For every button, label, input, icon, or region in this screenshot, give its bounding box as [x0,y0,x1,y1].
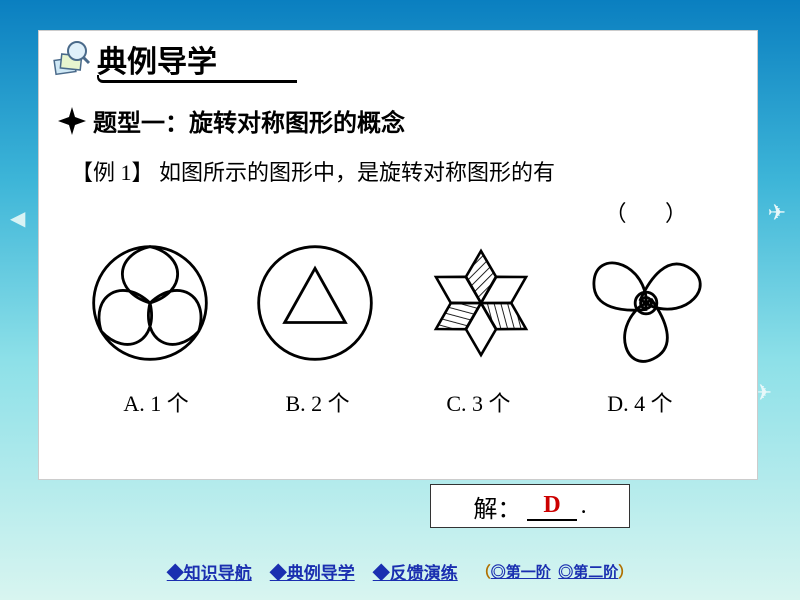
header-row: 典例导学 [39,31,757,81]
stage-group: （◎第一阶 ◎第二阶） [476,561,634,582]
bottom-nav: ◆知识导航 ◆典例导学 ◆反馈演练 （◎第一阶 ◎第二阶） [0,559,800,584]
answer-box: 解： D . [430,484,630,528]
arrow-deco: ◀ [10,206,25,231]
magnifier-books-icon [49,37,93,81]
figure-propeller [581,238,711,368]
section-row: 题型一：旋转对称图形的概念 [39,89,757,138]
figure-trefoil [85,238,215,368]
content-panel: 典例导学 题型一：旋转对称图形的概念 【例 1】 如图所示的图形中，是旋转对称图… [38,30,758,480]
example-label: 【例 1】 [71,160,154,185]
option-d: D. 4 个 [607,386,672,418]
figure-star-hatched [416,238,546,368]
header-underline [97,75,297,83]
nav-stage2[interactable]: ◎第二阶 [558,565,618,581]
star-icon [57,106,87,136]
answer-parentheses: （ ） [39,196,757,228]
options-row: A. 1 个 B. 2 个 C. 3 个 D. 4 个 [39,368,757,418]
nav-examples[interactable]: ◆典例导学 [270,559,355,584]
option-a: A. 1 个 [123,386,188,418]
answer-value: D [527,492,576,521]
answer-dot: . [581,493,587,520]
paper-plane-deco: ✈ [768,200,786,226]
bracket-open: （ [476,565,491,581]
section-title: 题型一：旋转对称图形的概念 [93,103,405,138]
option-c: C. 3 个 [446,386,510,418]
question-text: 【例 1】 如图所示的图形中，是旋转对称图形的有 [39,138,757,194]
figures-row [39,228,757,368]
bracket-close: ） [618,565,633,581]
answer-label: 解： [473,489,521,524]
question-body: 如图所示的图形中，是旋转对称图形的有 [159,160,555,185]
nav-practice[interactable]: ◆反馈演练 [373,559,458,584]
nav-knowledge[interactable]: ◆知识导航 [167,559,252,584]
option-b: B. 2 个 [285,386,349,418]
figure-triangle-circle [250,238,380,368]
nav-stage1[interactable]: ◎第一阶 [491,565,551,581]
